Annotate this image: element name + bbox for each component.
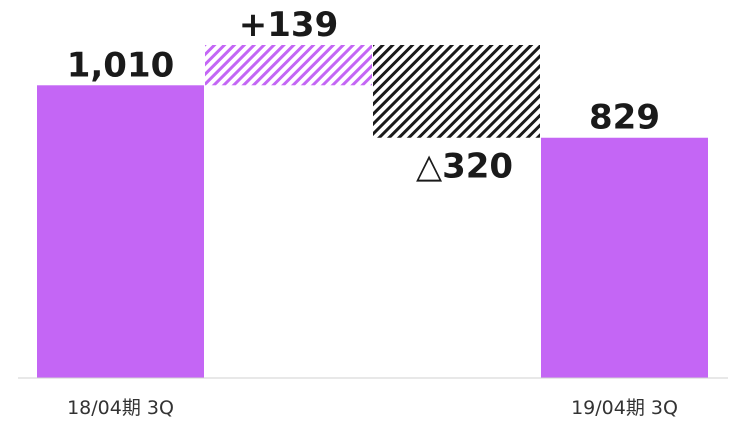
data-label-1: +139 [239, 5, 338, 45]
data-label-2: △320 [416, 147, 513, 187]
bar-total-3 [541, 137, 708, 378]
x-tick-label-0: 18/04期 3Q [67, 397, 174, 419]
bar-increase-1 [205, 45, 372, 86]
bar-total-0 [37, 85, 204, 378]
bar-decrease-2 [373, 45, 540, 138]
x-tick-label-3: 19/04期 3Q [571, 397, 678, 419]
data-label-3: 829 [589, 98, 660, 138]
data-label-0: 1,010 [67, 45, 175, 85]
